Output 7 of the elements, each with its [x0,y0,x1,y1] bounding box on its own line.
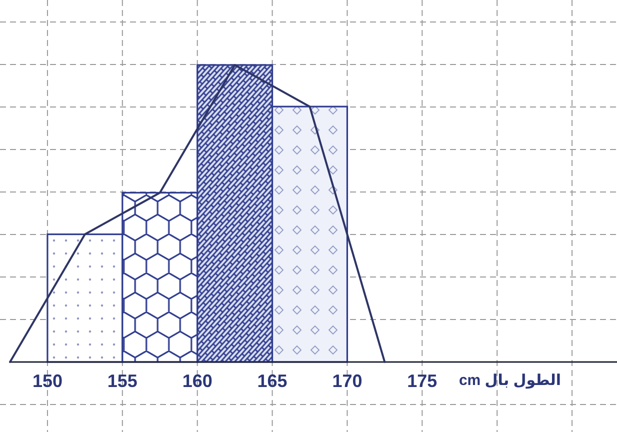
x-tick-label: 170 [332,371,362,391]
x-tick-label: 165 [257,371,288,391]
x-axis-title: الطول بال cm [458,372,562,389]
x-tick-label: 160 [182,371,212,391]
x-tick-label: 175 [407,371,438,391]
x-tick-label: 155 [107,371,138,391]
x-tick-label: 150 [32,371,62,391]
